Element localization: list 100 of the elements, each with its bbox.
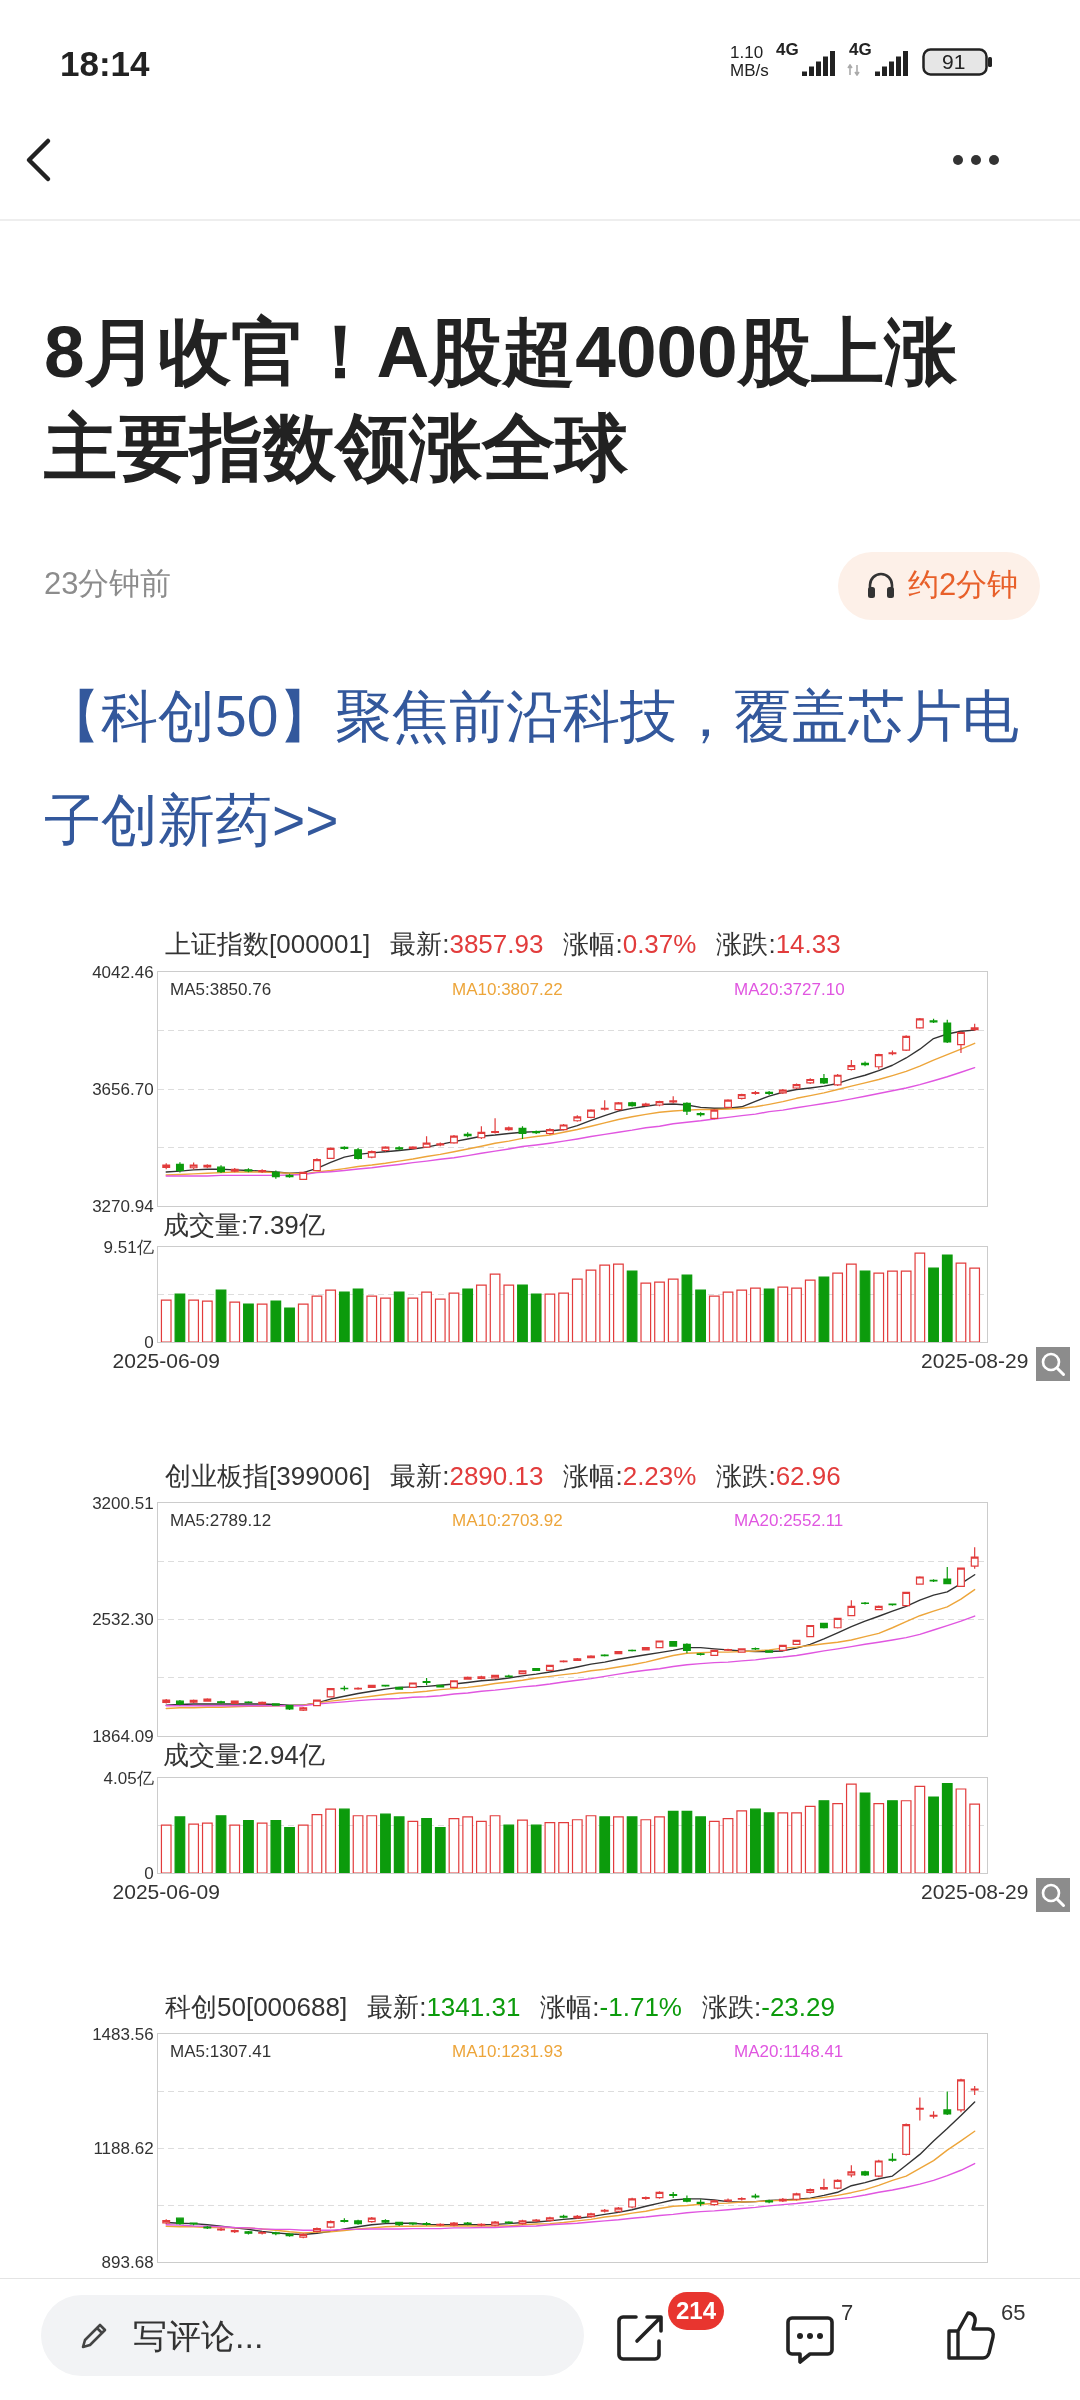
candlestick bbox=[504, 1674, 513, 1679]
candlestick bbox=[587, 1108, 595, 1119]
candlestick bbox=[847, 2164, 856, 2178]
bar bbox=[174, 1293, 186, 1342]
bar bbox=[708, 1295, 720, 1342]
text: MA10:1231.93 bbox=[452, 2042, 563, 2061]
bar bbox=[845, 1783, 857, 1873]
candlestick bbox=[600, 1653, 609, 1658]
bar bbox=[599, 1816, 611, 1873]
bar bbox=[380, 1813, 391, 1873]
text: 214 bbox=[676, 2297, 717, 2324]
candlestick bbox=[162, 1162, 171, 1170]
candlestick bbox=[806, 2187, 815, 2195]
candlestick bbox=[299, 1706, 308, 1712]
line-series bbox=[165, 1615, 976, 1707]
candlestick bbox=[806, 1624, 815, 1638]
candlestick bbox=[957, 2078, 965, 2113]
candlestick bbox=[929, 1578, 938, 1583]
candlestick bbox=[710, 1108, 719, 1120]
candlestick bbox=[408, 1145, 417, 1150]
bar bbox=[475, 1820, 487, 1873]
candlestick bbox=[943, 1566, 952, 1585]
y-tick-label: 1188.62 bbox=[93, 2138, 154, 2158]
bar bbox=[243, 1303, 254, 1342]
text: 3857.93 bbox=[449, 928, 544, 960]
candlestick bbox=[943, 2090, 952, 2116]
bar bbox=[284, 1826, 295, 1873]
bar bbox=[338, 1291, 350, 1342]
bar bbox=[887, 1270, 898, 1342]
bar bbox=[722, 1817, 734, 1873]
bar bbox=[462, 1288, 474, 1342]
bar bbox=[941, 1254, 953, 1342]
bar bbox=[243, 1820, 254, 1873]
bar bbox=[558, 1292, 569, 1342]
text: 4G bbox=[776, 40, 799, 59]
bar bbox=[544, 1293, 556, 1342]
bar bbox=[859, 1270, 871, 1342]
bar bbox=[489, 1273, 501, 1342]
candlestick bbox=[970, 1546, 979, 1570]
chart-title: 成交量:2.94亿 bbox=[163, 1739, 325, 1771]
candlestick bbox=[285, 1704, 294, 1711]
bar bbox=[421, 1291, 432, 1342]
bar bbox=[256, 1822, 268, 1873]
candlestick bbox=[682, 2194, 691, 2203]
y-tick-label: 0 bbox=[144, 1332, 154, 1352]
candlestick bbox=[874, 2159, 883, 2178]
bar bbox=[654, 1281, 665, 1342]
bar bbox=[160, 1824, 172, 1873]
bar bbox=[407, 1820, 419, 1873]
bar bbox=[393, 1816, 405, 1873]
candlestick bbox=[778, 1088, 787, 1095]
candlestick bbox=[408, 2221, 417, 2226]
bar bbox=[160, 1299, 172, 1342]
text: 18:14 bbox=[60, 44, 150, 83]
bar bbox=[325, 1289, 337, 1342]
candlestick bbox=[491, 1117, 500, 1135]
bar bbox=[517, 1284, 528, 1342]
bar bbox=[873, 1272, 885, 1342]
text: 0.37% bbox=[622, 928, 697, 960]
candlestick bbox=[669, 1640, 678, 1648]
candlestick bbox=[682, 1642, 691, 1654]
candlestick bbox=[943, 1019, 952, 1044]
text: MA10:3807.22 bbox=[452, 980, 563, 999]
candlestick bbox=[175, 2216, 184, 2226]
bar bbox=[462, 1816, 474, 1873]
text: 2.23% bbox=[622, 1460, 697, 1492]
candlestick bbox=[778, 1644, 787, 1652]
candlestick bbox=[477, 1675, 486, 1680]
bar bbox=[777, 1286, 789, 1342]
bar bbox=[366, 1815, 378, 1873]
candlestick bbox=[545, 1127, 554, 1136]
candlestick bbox=[902, 1591, 911, 1607]
candlestick bbox=[450, 1134, 458, 1145]
bar bbox=[626, 1270, 638, 1342]
candlestick bbox=[724, 1648, 732, 1652]
x-tick-label: 2025-08-29 bbox=[920, 1880, 1029, 1904]
bar bbox=[475, 1284, 487, 1342]
candlestick bbox=[395, 1145, 404, 1151]
candlestick bbox=[669, 1095, 678, 1104]
candlestick bbox=[244, 1700, 253, 1704]
candlestick bbox=[641, 1646, 650, 1651]
bar bbox=[791, 1287, 802, 1342]
candlestick bbox=[381, 1684, 390, 1688]
candlestick bbox=[710, 2199, 719, 2207]
candlestick bbox=[477, 1125, 486, 1140]
candlestick bbox=[682, 1101, 691, 1116]
candlestick bbox=[792, 2192, 801, 2202]
candlestick bbox=[929, 2110, 938, 2120]
x-tick-label: 2025-06-09 bbox=[112, 1880, 220, 1904]
text: MA20:1148.41 bbox=[734, 2042, 844, 2061]
candlestick bbox=[463, 1675, 472, 1681]
candlestick bbox=[491, 1674, 500, 1680]
candlestick bbox=[244, 2230, 253, 2236]
bar bbox=[708, 1820, 720, 1873]
bar bbox=[256, 1303, 268, 1342]
text: MA20:2552.11 bbox=[734, 1511, 844, 1530]
candlestick bbox=[367, 1149, 376, 1159]
bar bbox=[640, 1282, 652, 1342]
text: 涨幅: bbox=[563, 1460, 623, 1492]
candlestick bbox=[915, 1017, 924, 1030]
